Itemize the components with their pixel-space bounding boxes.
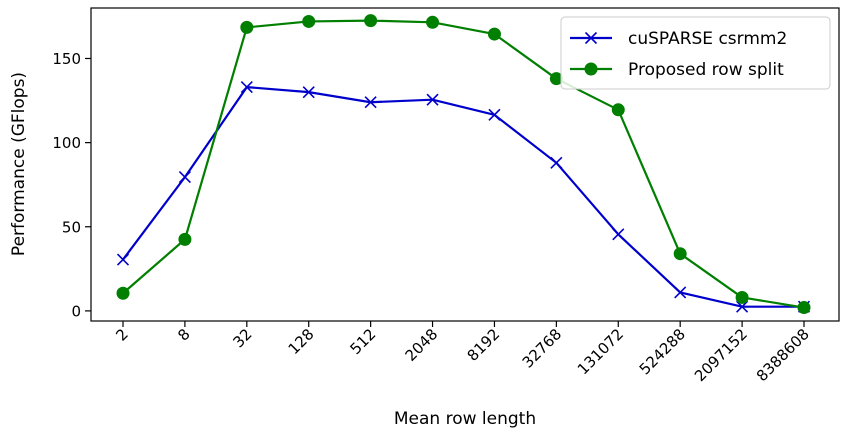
y-axis: 0 50 100 150 bbox=[52, 50, 91, 320]
data-point-x-marker bbox=[612, 228, 625, 241]
data-point-circle-marker bbox=[673, 247, 687, 261]
data-point-circle-marker bbox=[240, 20, 254, 34]
marker-stroke bbox=[302, 86, 315, 99]
series-layer bbox=[116, 14, 811, 315]
x-tick-label: 131072 bbox=[574, 325, 627, 378]
legend-items: cuSPARSE csrmm2 Proposed row split bbox=[570, 29, 787, 80]
legend-label: cuSPARSE csrmm2 bbox=[628, 29, 787, 49]
series-line bbox=[122, 85, 804, 308]
data-point-circle-marker bbox=[364, 14, 378, 28]
x-tick-label: 8 bbox=[174, 325, 193, 344]
data-point-x-marker bbox=[302, 86, 315, 99]
marker-stroke bbox=[612, 228, 625, 241]
y-axis-label: Performance (GFlops) bbox=[9, 72, 29, 256]
x-tick-label: 8192 bbox=[464, 325, 504, 365]
marker-stroke bbox=[736, 300, 749, 313]
y-tick-label: 0 bbox=[71, 302, 81, 320]
x-tick-label: 8388608 bbox=[753, 325, 813, 385]
data-point-x-marker bbox=[116, 253, 130, 266]
plot-frame bbox=[90, 7, 840, 322]
x-tick-label: 32768 bbox=[519, 325, 565, 371]
series-line bbox=[122, 19, 805, 309]
data-point-x-marker bbox=[674, 286, 687, 299]
legend-item: Proposed row split bbox=[570, 60, 784, 80]
data-point-circle-marker bbox=[302, 14, 316, 28]
data-point-x-marker bbox=[488, 108, 501, 121]
data-point-circle-marker bbox=[178, 232, 192, 246]
data-point-x-marker bbox=[584, 31, 598, 45]
marker-stroke bbox=[426, 93, 439, 106]
marker-stroke bbox=[116, 253, 130, 266]
series-proposed-row-split bbox=[116, 14, 811, 315]
data-point-x-marker bbox=[240, 81, 253, 94]
data-point-circle-marker bbox=[611, 103, 625, 117]
x-axis-label: Mean row length bbox=[394, 409, 536, 429]
marker-stroke bbox=[240, 81, 253, 94]
x-tick-label: 2048 bbox=[402, 325, 442, 365]
data-point-circle-marker bbox=[735, 290, 749, 304]
legend-box bbox=[560, 16, 831, 90]
data-point-x-marker bbox=[426, 93, 439, 106]
data-point-x-marker bbox=[550, 156, 563, 169]
x-tick-label: 524288 bbox=[636, 325, 689, 378]
x-tick-label: 128 bbox=[285, 325, 318, 358]
data-point-circle-marker bbox=[116, 286, 130, 300]
data-point-circle-marker bbox=[797, 301, 811, 315]
y-tick-label: 150 bbox=[52, 50, 81, 68]
x-tick-label: 2097152 bbox=[691, 325, 751, 385]
x-tick-label: 2 bbox=[112, 325, 131, 344]
data-point-circle-marker bbox=[584, 62, 598, 76]
marker-stroke bbox=[178, 171, 191, 184]
legend: cuSPARSE csrmm2 Proposed row split bbox=[560, 16, 831, 90]
marker-stroke bbox=[674, 286, 687, 299]
x-tick-label: 512 bbox=[346, 325, 379, 358]
data-point-circle-marker bbox=[487, 27, 501, 41]
legend-label: Proposed row split bbox=[628, 60, 784, 80]
data-point-x-marker bbox=[736, 300, 749, 313]
marker-stroke bbox=[550, 156, 563, 169]
data-point-x-marker bbox=[364, 96, 377, 109]
data-point-x-marker bbox=[178, 171, 191, 184]
marker-stroke bbox=[488, 108, 501, 121]
series-cusparse-csrmm2 bbox=[116, 81, 811, 313]
data-point-circle-marker bbox=[426, 15, 440, 29]
marker-stroke bbox=[584, 31, 598, 45]
y-tick-label: 100 bbox=[52, 134, 81, 152]
y-tick-label: 50 bbox=[62, 218, 81, 236]
legend-item: cuSPARSE csrmm2 bbox=[570, 29, 787, 49]
data-point-circle-marker bbox=[549, 72, 563, 86]
x-tick-label: 32 bbox=[229, 325, 255, 351]
x-axis: 2 8 32 128 512 2048 8192 32768 131072 524288 20971… bbox=[112, 321, 813, 385]
marker-stroke bbox=[364, 96, 377, 109]
